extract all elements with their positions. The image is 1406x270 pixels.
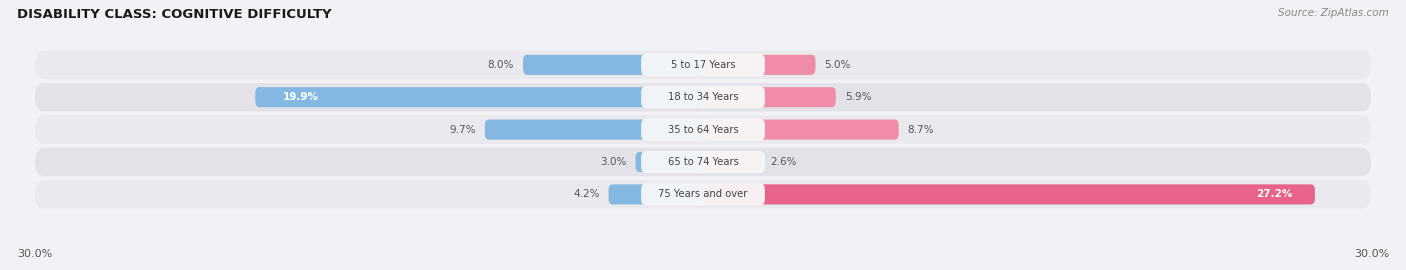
- FancyBboxPatch shape: [35, 148, 1371, 176]
- Text: 3.0%: 3.0%: [600, 157, 627, 167]
- FancyBboxPatch shape: [35, 83, 1371, 112]
- FancyBboxPatch shape: [703, 87, 835, 107]
- Text: 8.0%: 8.0%: [488, 60, 515, 70]
- Text: 5.9%: 5.9%: [845, 92, 872, 102]
- FancyBboxPatch shape: [703, 55, 815, 75]
- Text: 65 to 74 Years: 65 to 74 Years: [668, 157, 738, 167]
- FancyBboxPatch shape: [485, 120, 703, 140]
- Text: 19.9%: 19.9%: [283, 92, 318, 102]
- Text: 27.2%: 27.2%: [1256, 189, 1292, 200]
- Text: 30.0%: 30.0%: [1354, 249, 1389, 259]
- FancyBboxPatch shape: [35, 115, 1371, 144]
- FancyBboxPatch shape: [636, 152, 703, 172]
- Text: 9.7%: 9.7%: [450, 124, 475, 135]
- Text: 30.0%: 30.0%: [17, 249, 52, 259]
- Text: 18 to 34 Years: 18 to 34 Years: [668, 92, 738, 102]
- FancyBboxPatch shape: [641, 119, 765, 141]
- FancyBboxPatch shape: [641, 86, 765, 108]
- Text: 35 to 64 Years: 35 to 64 Years: [668, 124, 738, 135]
- Text: 8.7%: 8.7%: [908, 124, 934, 135]
- FancyBboxPatch shape: [703, 120, 898, 140]
- Text: 5 to 17 Years: 5 to 17 Years: [671, 60, 735, 70]
- FancyBboxPatch shape: [641, 151, 765, 173]
- Text: 4.2%: 4.2%: [574, 189, 599, 200]
- FancyBboxPatch shape: [35, 50, 1371, 79]
- FancyBboxPatch shape: [703, 184, 1315, 204]
- Text: Source: ZipAtlas.com: Source: ZipAtlas.com: [1278, 8, 1389, 18]
- FancyBboxPatch shape: [523, 55, 703, 75]
- FancyBboxPatch shape: [35, 180, 1371, 209]
- Text: DISABILITY CLASS: COGNITIVE DIFFICULTY: DISABILITY CLASS: COGNITIVE DIFFICULTY: [17, 8, 332, 21]
- FancyBboxPatch shape: [256, 87, 703, 107]
- FancyBboxPatch shape: [641, 183, 765, 205]
- Text: 5.0%: 5.0%: [824, 60, 851, 70]
- FancyBboxPatch shape: [703, 152, 762, 172]
- Text: 2.6%: 2.6%: [770, 157, 797, 167]
- FancyBboxPatch shape: [609, 184, 703, 204]
- Text: 75 Years and over: 75 Years and over: [658, 189, 748, 200]
- FancyBboxPatch shape: [641, 54, 765, 76]
